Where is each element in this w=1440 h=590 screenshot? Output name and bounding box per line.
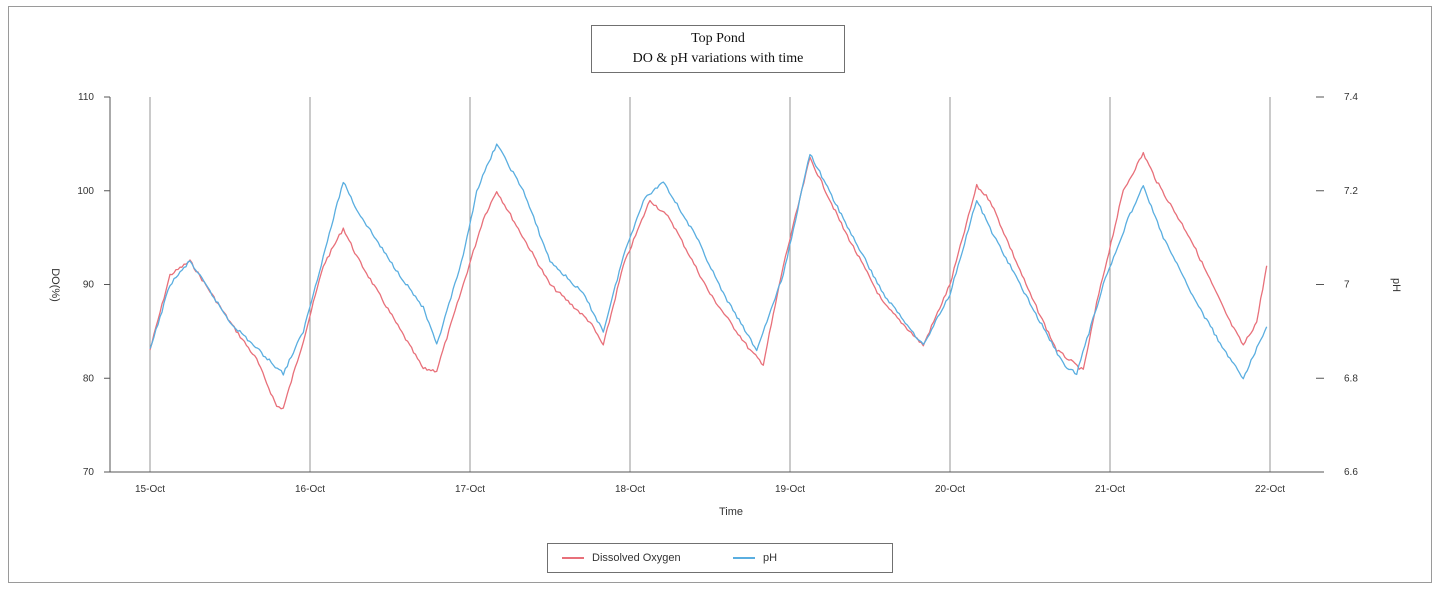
chart-title: Top Pond [691, 31, 745, 46]
y-axis-title: DO(%) [49, 268, 61, 302]
y2-axis-title: pH [1390, 278, 1402, 292]
chart-frame [8, 6, 1432, 583]
chart-subtitle: DO & pH variations with time [632, 51, 804, 66]
y2-tick-label-7.4: 7.4 [1344, 92, 1358, 103]
y-tick-label-110: 110 [78, 92, 94, 103]
x-tick-label-22-Oct: 22-Oct [1255, 484, 1285, 495]
y2-tick-label-6.6: 6.6 [1344, 467, 1358, 478]
legend-label-ph: pH [763, 552, 778, 564]
x-tick-label-16-Oct: 16-Oct [295, 484, 325, 495]
x-tick-label-21-Oct: 21-Oct [1095, 484, 1125, 495]
y-tick-label-100: 100 [77, 186, 94, 197]
y-tick-label-90: 90 [83, 280, 95, 291]
chart-title-box: Top Pond DO & pH variations with time [591, 25, 845, 73]
y2-tick-label-7: 7 [1344, 280, 1350, 291]
x-tick-label-18-Oct: 18-Oct [615, 484, 645, 495]
x-axis-title: Time [719, 506, 743, 518]
y-tick-label-80: 80 [83, 373, 95, 384]
legend-swatch-ph [733, 557, 755, 559]
x-tick-label-19-Oct: 19-Oct [775, 484, 805, 495]
series-layer [149, 143, 1268, 410]
tick-labels: 15-Oct 16-Oct 17-Oct 18-Oct 19-Oct 20-Oct 21-O… [77, 92, 1358, 495]
legend-item-do: Dissolved Oxygen [562, 552, 681, 564]
x-tick-label-15-Oct: 15-Oct [135, 484, 165, 495]
y2-tick-label-6.8: 6.8 [1344, 373, 1358, 384]
series-line-ph [149, 143, 1268, 380]
legend-label-do: Dissolved Oxygen [592, 552, 681, 564]
series-line-dissolved-oxygen [149, 151, 1268, 410]
y-tick-label-70: 70 [83, 467, 95, 478]
axes [104, 96, 1324, 473]
x-tick-label-20-Oct: 20-Oct [935, 484, 965, 495]
legend-item-ph: pH [733, 552, 777, 564]
y2-tick-label-7.2: 7.2 [1344, 186, 1358, 197]
legend: Dissolved Oxygen pH [547, 543, 893, 573]
legend-swatch-do [562, 557, 584, 559]
x-tick-label-17-Oct: 17-Oct [455, 484, 485, 495]
